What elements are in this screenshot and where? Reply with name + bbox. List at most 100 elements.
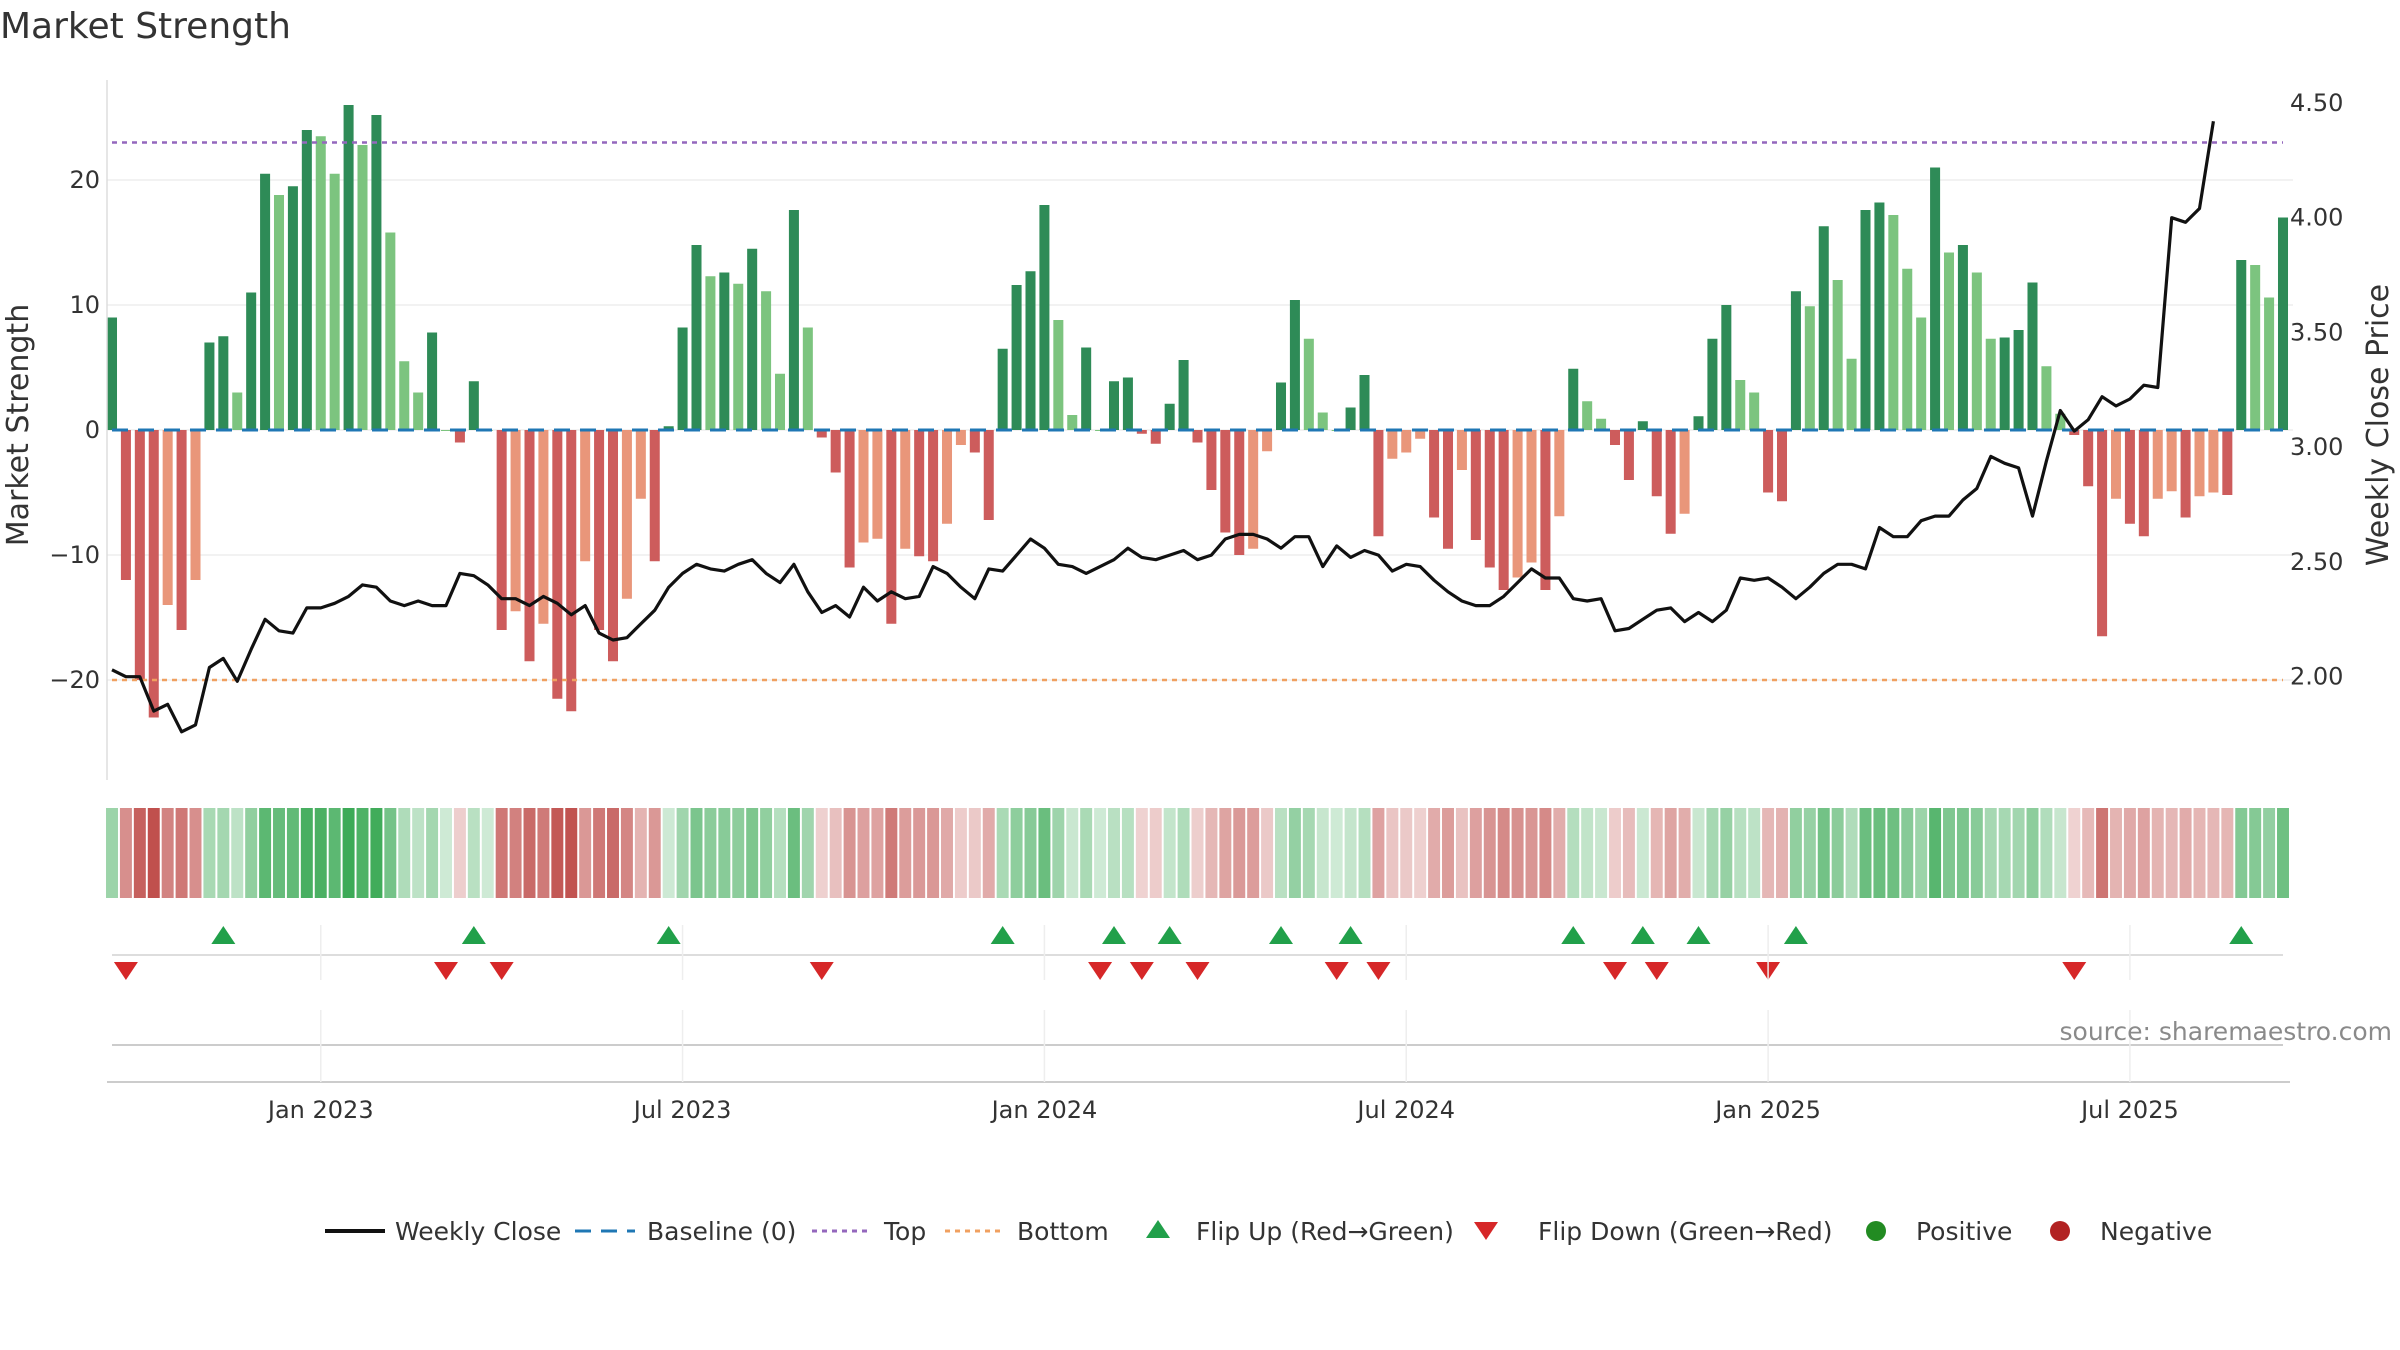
heat-strip-cell: [815, 808, 828, 898]
y-tick-label: 0: [85, 416, 100, 444]
heat-strip-cell: [314, 808, 327, 898]
heat-strip-cell: [746, 808, 759, 898]
strength-bar: [454, 430, 465, 443]
strength-bar: [2041, 366, 2052, 430]
heat-strip-cell: [2151, 808, 2164, 898]
strength-bar: [1888, 215, 1899, 430]
strength-bar: [315, 136, 326, 430]
strength-bar: [1039, 205, 1050, 430]
flip-up-marker: [990, 926, 1015, 944]
strength-bar: [1776, 430, 1788, 502]
heat-strip-cell: [1302, 808, 1315, 898]
strength-bar: [1651, 430, 1662, 497]
heat-strip-cell: [286, 808, 299, 898]
heat-strip-cell: [106, 808, 118, 898]
heat-strip-cell: [1135, 808, 1148, 898]
strength-bar: [552, 430, 563, 699]
heat-strip-cell: [593, 808, 606, 898]
strength-bar: [1735, 380, 1746, 430]
heat-strip-cell: [607, 808, 619, 898]
flip-down-marker: [1129, 962, 1154, 980]
heat-strip-cell: [2040, 808, 2053, 898]
strength-bar: [1637, 421, 1648, 430]
strength-bar: [983, 430, 994, 520]
y2-tick-label: 3.50: [2290, 318, 2343, 346]
heat-strip-cell: [1010, 808, 1023, 898]
strength-bar: [2222, 430, 2233, 495]
strength-bar: [594, 430, 605, 630]
strength-bar: [1401, 430, 1412, 453]
strength-bar: [705, 276, 716, 430]
heat-strip-cell: [203, 808, 216, 898]
flip-up-marker: [1102, 926, 1126, 944]
strength-bar: [1568, 368, 1579, 430]
flip-down-marker: [1324, 962, 1349, 980]
heat-strip-cell: [1469, 808, 1482, 898]
strength-bar: [1359, 375, 1370, 430]
heat-strip-cell: [913, 808, 926, 898]
strength-bar: [747, 248, 758, 430]
strength-bar: [106, 317, 118, 430]
y-axis-ticks: −20 −10 0 10 20: [49, 166, 100, 694]
strength-bar: [371, 115, 382, 430]
heat-strip-cell: [1052, 808, 1065, 898]
heat-strip-cell: [787, 808, 800, 898]
flip-up-marker: [656, 926, 681, 944]
heat-strip-cell: [1080, 808, 1093, 898]
strength-bar: [1289, 300, 1300, 430]
strength-bar: [1832, 280, 1843, 430]
heat-strip-cell: [1970, 808, 1983, 898]
x-tick-label: Jan 2023: [266, 1096, 374, 1124]
strength-bar: [649, 430, 660, 562]
heat-strip-cell: [1553, 808, 1566, 898]
strength-bar: [941, 430, 953, 524]
heat-strip-cell: [885, 808, 898, 898]
strength-bar: [1526, 430, 1537, 563]
strength-bar: [1164, 403, 1175, 430]
strength-bar: [2236, 260, 2247, 430]
strength-bar: [830, 430, 841, 473]
heat-strip-cell: [1622, 808, 1635, 898]
strength-bar: [2013, 330, 2024, 430]
x-tick-label: Jan 2025: [1713, 1096, 1821, 1124]
heat-strip-cell: [2026, 808, 2039, 898]
heat-strip-cell: [189, 808, 202, 898]
legend-bottom: Bottom: [1017, 1217, 1109, 1246]
heat-strip-cell: [857, 808, 870, 898]
strength-bar: [1234, 430, 1245, 555]
flip-down-marker: [1644, 962, 1669, 980]
strength-bar: [1916, 317, 1927, 430]
flip-down-marker: [1366, 962, 1391, 980]
strength-bar: [774, 373, 786, 430]
heat-strip-cell: [968, 808, 981, 898]
strength-bar: [1387, 430, 1398, 459]
strength-bar: [1442, 430, 1454, 549]
heat-strip-cell: [829, 808, 842, 898]
legend-weekly-close: Weekly Close: [395, 1217, 561, 1246]
heat-strip-cell: [2207, 808, 2220, 898]
heat-strip-cell: [843, 808, 856, 898]
strength-bar: [1943, 252, 1955, 430]
strength-bar: [1220, 430, 1231, 533]
heat-strip-cell: [1177, 808, 1190, 898]
heat-strip-cell: [412, 808, 425, 898]
heat-strip-cell: [2277, 808, 2289, 898]
heat-strip-cell: [2235, 808, 2248, 898]
strength-bar: [1804, 306, 1815, 430]
heat-strip-cell: [1873, 808, 1886, 898]
strength-bar: [607, 430, 619, 662]
strength-bar: [886, 430, 897, 624]
strength-bar: [1971, 272, 1982, 430]
strength-bar: [1679, 430, 1690, 514]
flip-down-marker: [1185, 962, 1210, 980]
heat-strip-cell: [1163, 808, 1176, 898]
heat-strip-cell: [1678, 808, 1691, 898]
heat-strip-cell: [1567, 808, 1580, 898]
heat-strip-cell: [440, 808, 452, 898]
heat-strip-cell: [481, 808, 494, 898]
heat-strip-cell: [1414, 808, 1427, 898]
heat-strip-cell: [1233, 808, 1246, 898]
strength-bar: [1540, 430, 1551, 590]
heat-strip-cell: [1984, 808, 1997, 898]
strength-bar: [1596, 418, 1607, 430]
